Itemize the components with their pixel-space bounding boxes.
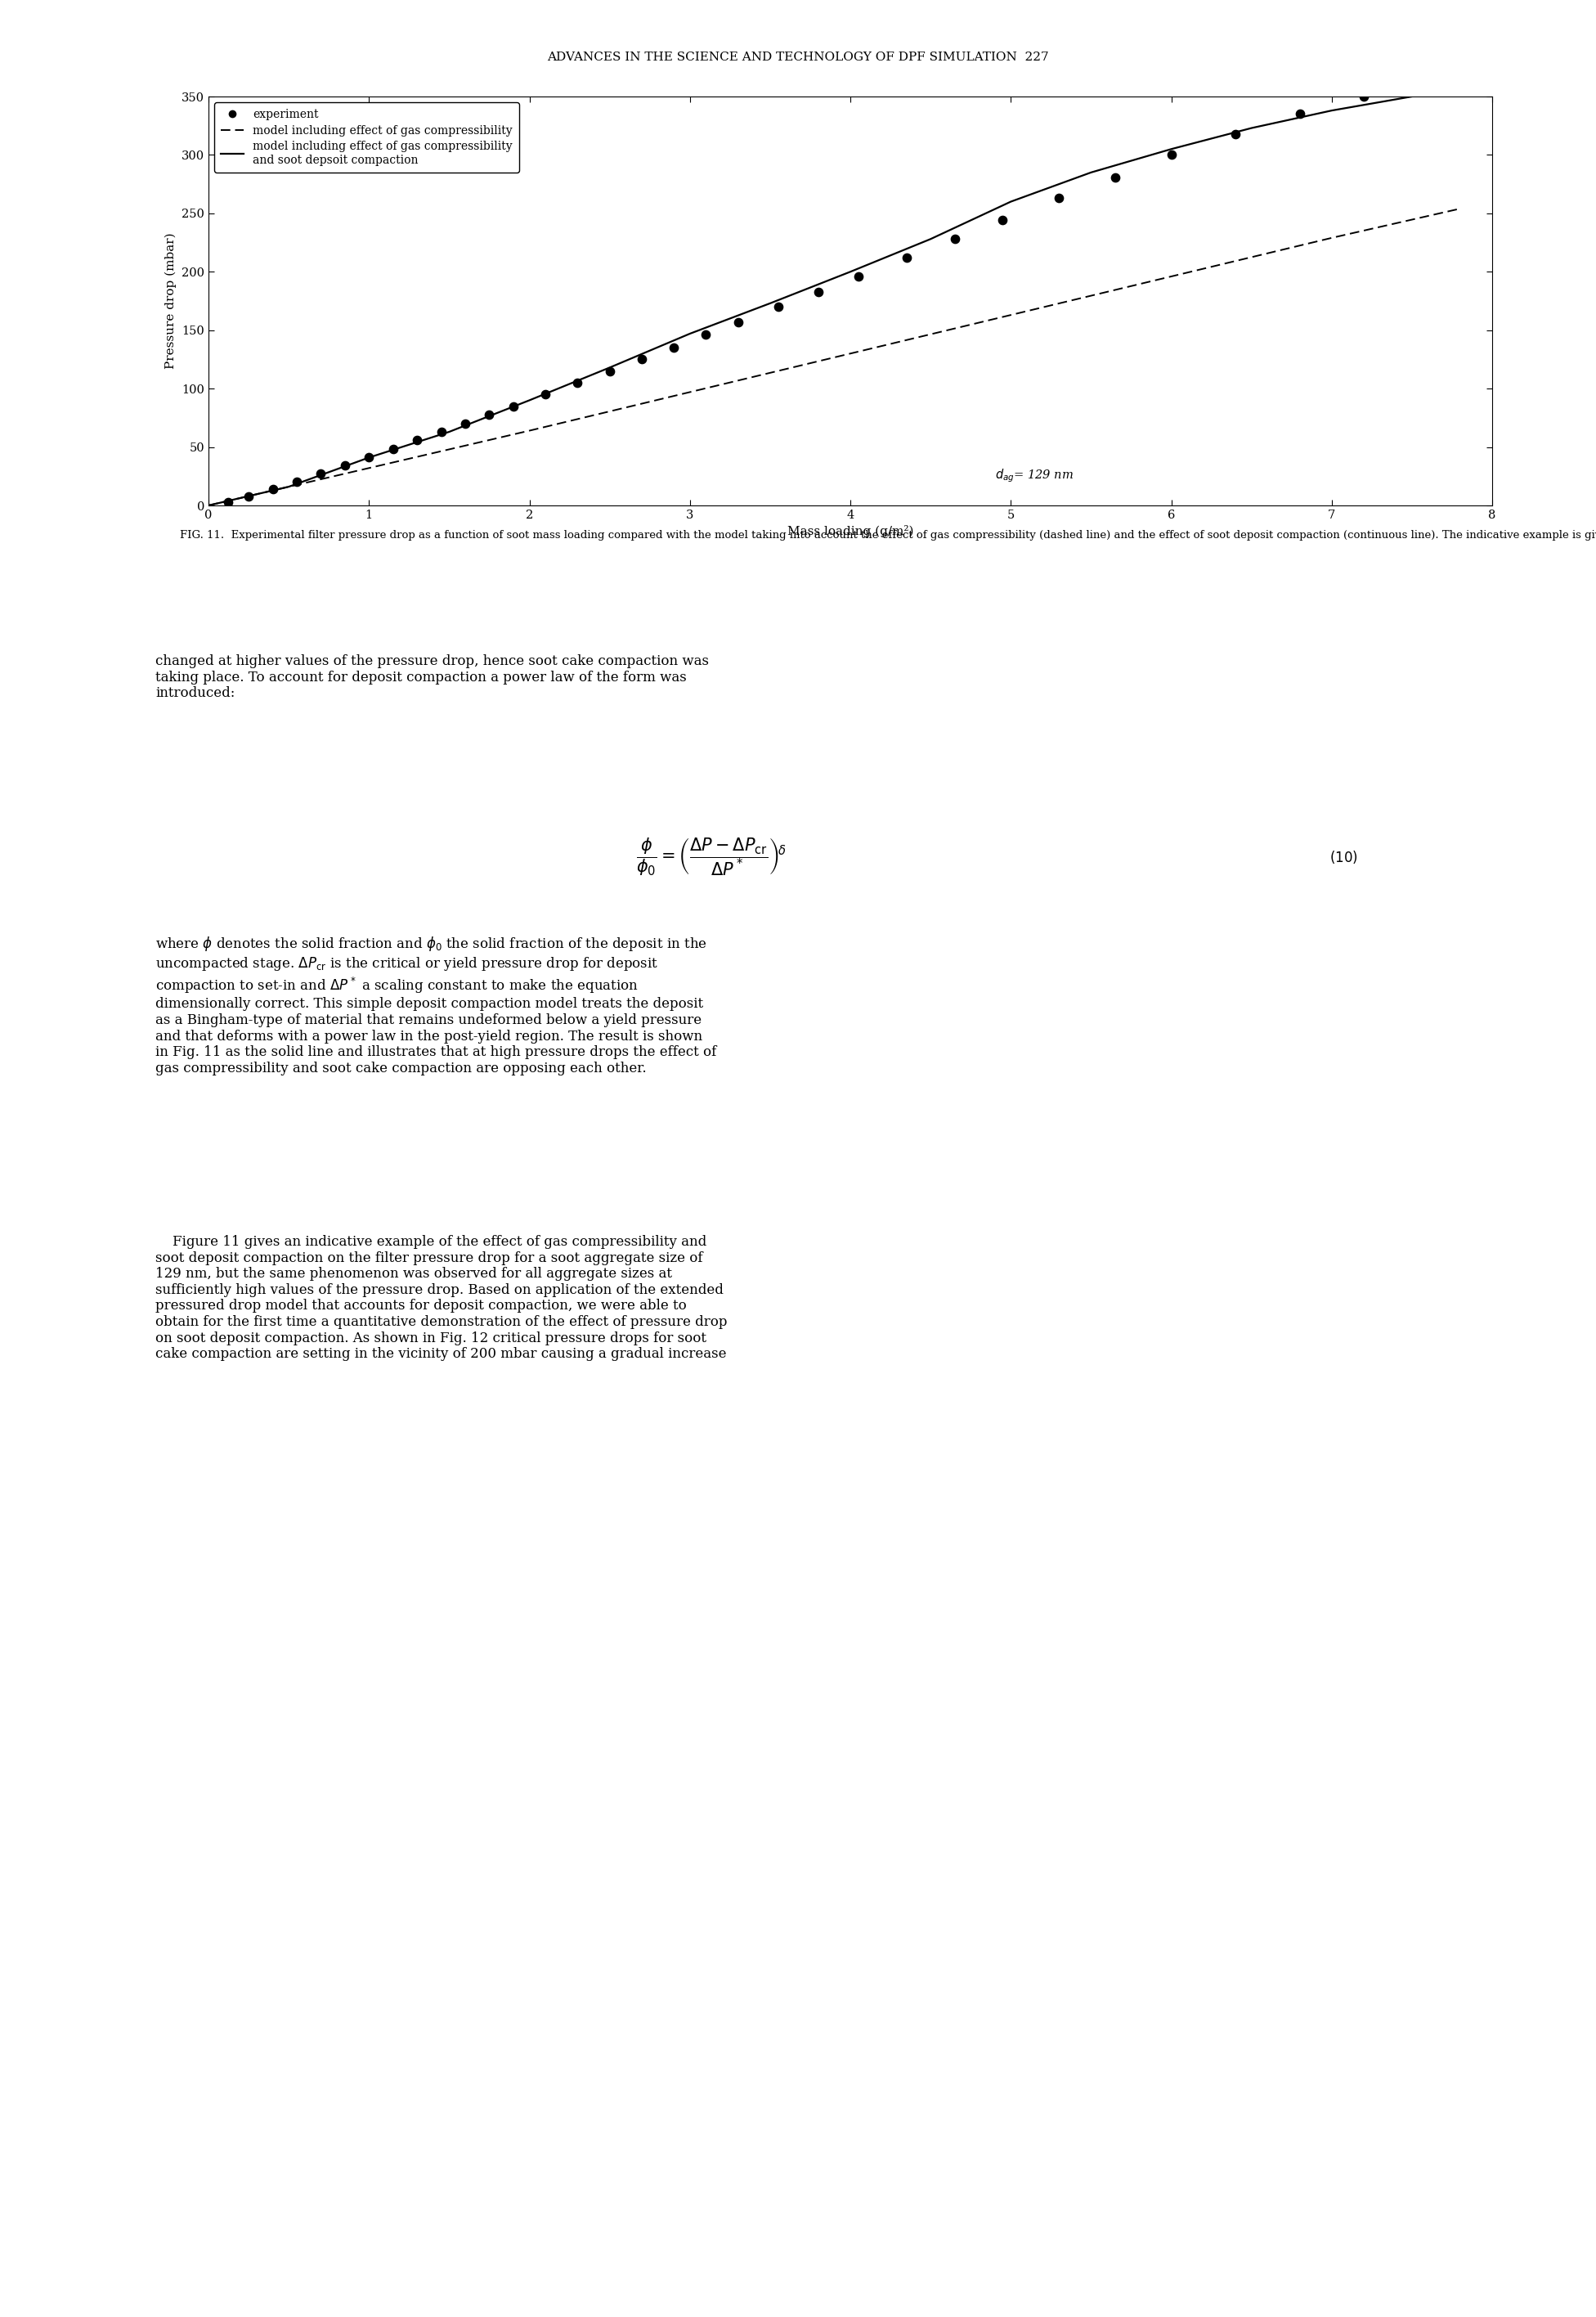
Text: FIG. 11.  Experimental filter pressure drop as a function of soot mass loading c: FIG. 11. Experimental filter pressure dr… [180, 531, 1596, 540]
Legend: experiment, model including effect of gas compressibility, model including effec: experiment, model including effect of ga… [214, 102, 519, 171]
Point [380, 431, 405, 468]
Point [332, 447, 358, 484]
Point [477, 396, 503, 433]
Point [894, 239, 919, 276]
Point [693, 317, 718, 355]
Point [1223, 116, 1248, 153]
Point [629, 341, 654, 378]
Point [1352, 79, 1377, 116]
Text: ADVANCES IN THE SCIENCE AND TECHNOLOGY OF DPF SIMULATION  227: ADVANCES IN THE SCIENCE AND TECHNOLOGY O… [547, 51, 1049, 63]
Point [661, 329, 686, 366]
Point [428, 412, 453, 449]
Text: $(10)$: $(10)$ [1329, 848, 1358, 864]
Point [501, 387, 527, 424]
Text: Figure 11 gives an indicative example of the effect of gas compressibility and
s: Figure 11 gives an indicative example of… [155, 1235, 728, 1360]
Point [942, 220, 967, 257]
Point [565, 364, 591, 401]
Point [452, 405, 477, 443]
Point [215, 484, 241, 521]
Point [766, 287, 792, 324]
Text: $d_{ag}$= 129 nm: $d_{ag}$= 129 nm [994, 468, 1073, 484]
Point [236, 477, 262, 514]
Point [1045, 181, 1071, 218]
Point [260, 470, 286, 507]
Point [1159, 137, 1184, 174]
Point [404, 422, 429, 459]
Text: changed at higher values of the pressure drop, hence soot cake compaction was
ta: changed at higher values of the pressure… [155, 653, 709, 700]
Point [533, 375, 559, 412]
Point [356, 438, 381, 475]
Point [1416, 60, 1441, 97]
Point [284, 463, 310, 500]
Point [806, 273, 832, 310]
Point [1103, 158, 1128, 195]
Point [308, 456, 334, 494]
Point [725, 304, 750, 341]
Point [597, 352, 622, 389]
Text: $\dfrac{\phi}{\phi_0} = \left(\dfrac{\Delta P - \Delta P_{\mathrm{cr}}}{\Delta P: $\dfrac{\phi}{\phi_0} = \left(\dfrac{\De… [635, 836, 785, 878]
Text: where $\phi$ denotes the solid fraction and $\phi_0$ the solid fraction of the d: where $\phi$ denotes the solid fraction … [155, 934, 717, 1075]
Point [990, 202, 1015, 239]
Point [846, 257, 871, 294]
Y-axis label: Pressure drop (mbar): Pressure drop (mbar) [166, 232, 177, 368]
X-axis label: Mass loading (g/m²): Mass loading (g/m²) [787, 526, 913, 538]
Point [1286, 95, 1312, 132]
